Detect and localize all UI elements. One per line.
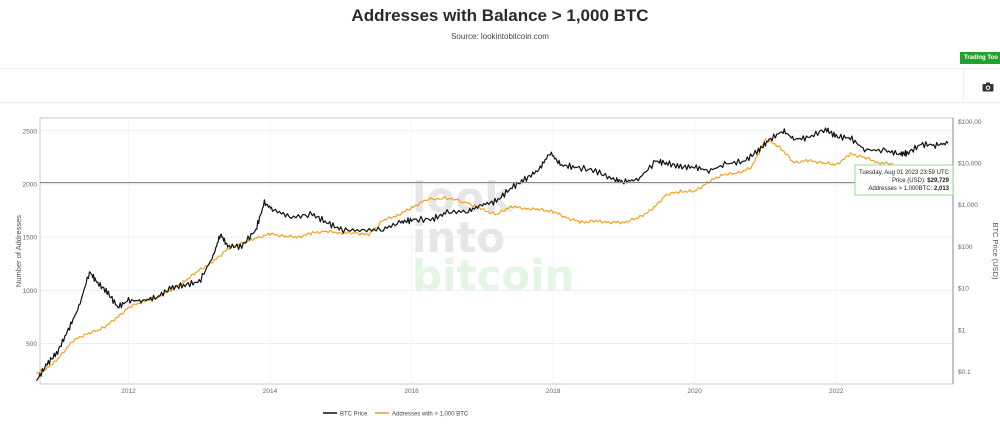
x-tick-label: 2016 [404,388,419,395]
trading-tools-button[interactable]: Trading Too [960,52,1000,64]
x-tick-label: 2018 [546,388,561,395]
tooltip-addr-label: Addresses > 1,000BTC: [868,186,932,192]
x-tick-label: 2012 [121,388,136,395]
tooltip-date: Tuesday, Aug 01 2023 23:59 UTC [859,170,950,176]
right-tick-label: $10,000 [958,160,982,167]
legend[interactable]: BTC Price Addresses with > 1,000 BTC [323,412,469,418]
toolbar-divider-bottom [0,102,1000,103]
x-tick-label: 2022 [829,388,844,395]
left-axis-ticks: 500 1000 1500 2000 2500 [23,128,38,348]
left-tick-label: 2000 [23,181,38,188]
toolbar-divider [0,68,1000,69]
right-tick-label: $100 [958,244,973,251]
left-tick-label: 2500 [23,128,38,135]
tooltip-addresses: Addresses > 1,000BTC: 2,013 [868,186,949,192]
right-tick-label: $100,00 [958,119,982,126]
x-tick-label: 2020 [687,388,702,395]
right-axis-ticks: $0.1 $1 $10 $100 $1,000 $10,000 $100,00 [958,119,982,376]
left-tick-label: 1000 [23,288,38,295]
grid-lines [40,118,953,384]
tooltip: Tuesday, Aug 01 2023 23:59 UTC Price (US… [854,164,954,196]
watermark: look into bitcoin [412,173,575,300]
tooltip-addr-value: 2,013 [934,186,950,192]
tooltip-price-value: $29,729 [927,178,949,184]
legend-addresses[interactable]: Addresses with > 1,000 BTC [392,412,469,418]
right-tick-label: $1 [958,327,966,334]
left-tick-label: 1500 [23,235,38,242]
watermark-bitcoin: bitcoin [412,251,575,300]
watermark-look: look [412,173,513,222]
series-line-btc-price [35,127,949,382]
right-tick-label: $0.1 [958,369,971,376]
tooltip-price-label: Price (USD): [892,178,926,184]
tooltip-price: Price (USD): $29,729 [892,178,950,184]
x-axis-ticks: 2012 2014 2016 2018 2020 2022 [121,388,844,395]
camera-icon[interactable] [982,82,994,92]
tooltip-box [854,164,954,196]
series-group [35,127,949,382]
left-axis-label: Number of Addresses [14,215,23,287]
right-tick-label: $1,000 [958,202,978,209]
legend-btc-price[interactable]: BTC Price [340,412,368,418]
right-tick-label: $10 [958,286,969,293]
series-line-addresses [36,138,894,375]
x-tick-label: 2014 [263,388,278,395]
toolbar-separator [963,68,964,102]
page-title: Addresses with Balance > 1,000 BTC [351,6,649,25]
right-axis-label: BTC Price (USD) [991,222,1000,280]
page-subtitle: Source: lookintobitcoin.com [451,32,549,41]
left-tick-label: 500 [26,341,37,348]
